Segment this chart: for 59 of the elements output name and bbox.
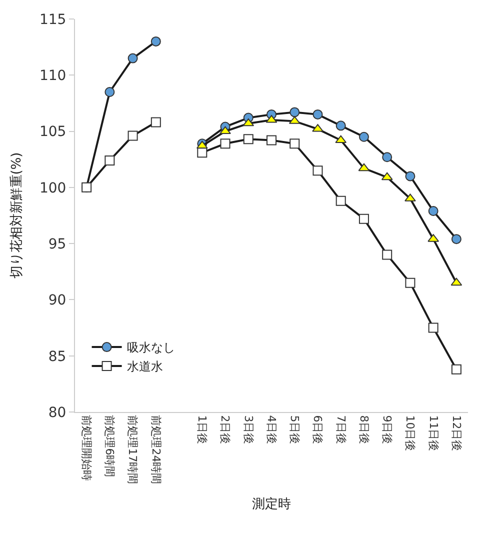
point	[358, 214, 369, 224]
x-tick-label: 前処理開始時	[80, 415, 93, 482]
point	[451, 234, 462, 244]
y-tick-label: 95	[48, 236, 66, 252]
x-tick-label: 9日後	[380, 415, 394, 444]
x-tick-label: 4日後	[264, 415, 278, 444]
x-tick-label: 2日後	[218, 415, 232, 444]
point	[150, 117, 161, 128]
point	[336, 196, 346, 206]
point	[128, 53, 138, 64]
point	[405, 171, 416, 182]
y-tick-label: 90	[48, 292, 66, 309]
point	[335, 135, 347, 144]
point	[104, 155, 115, 166]
legend-label: 水道水	[126, 360, 163, 374]
point	[428, 322, 438, 333]
point	[150, 36, 161, 46]
x-axis-title: 測定時	[252, 496, 291, 512]
point	[290, 107, 300, 118]
y-tick-label: 115	[39, 12, 66, 28]
point	[266, 135, 276, 146]
point	[358, 132, 369, 142]
x-tick-label: 6日後	[311, 415, 324, 444]
point	[450, 278, 462, 286]
x-tick-label: 前処理6時間	[103, 415, 116, 478]
point	[312, 166, 323, 176]
x-tick-label: 前処理24時間	[149, 415, 162, 484]
legend-label: 吸水なし	[126, 340, 175, 355]
x-tick-label: 前処理17時間	[126, 415, 140, 484]
point	[451, 364, 462, 374]
x-tick-label: 10日後	[404, 415, 417, 452]
point	[381, 172, 393, 180]
point	[428, 206, 438, 216]
x-tick-label: 3日後	[242, 415, 255, 444]
point	[104, 86, 115, 97]
point	[220, 138, 230, 149]
y-tick-label: 80	[48, 404, 66, 421]
x-tick-label: 12日後	[450, 415, 463, 452]
point	[405, 278, 416, 288]
point	[312, 109, 323, 120]
point	[242, 118, 254, 126]
x-tick-label: 1日後	[196, 415, 209, 444]
y-axis-title: 切り花相対新鮮重(%)	[8, 152, 24, 279]
point	[382, 152, 392, 162]
point	[382, 250, 392, 260]
point	[128, 130, 138, 141]
point	[220, 126, 231, 134]
x-tick-label: 8日後	[357, 415, 370, 444]
x-tick-label: 11日後	[426, 415, 440, 452]
x-tick-label: 5日後	[288, 415, 302, 444]
y-tick-label: 105	[39, 124, 66, 140]
y-tick-label: 110	[39, 68, 66, 84]
point	[290, 138, 300, 149]
x-tick-label: 7日後	[334, 415, 348, 444]
point	[336, 120, 346, 131]
y-tick-label: 85	[48, 348, 66, 365]
y-tick-label: 100	[39, 180, 66, 196]
point	[358, 163, 370, 172]
point	[243, 134, 254, 144]
